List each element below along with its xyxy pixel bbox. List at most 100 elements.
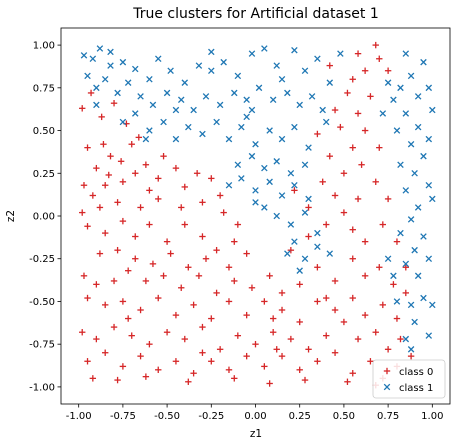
data-point-class-0 xyxy=(354,335,362,343)
data-point-class-0 xyxy=(208,315,215,322)
legend: class 0 class 1 xyxy=(372,359,446,399)
y-axis-label: z2 xyxy=(5,210,17,222)
data-point-class-0 xyxy=(269,329,277,336)
data-point-class-0 xyxy=(372,41,379,49)
data-point-class-0 xyxy=(319,178,326,186)
data-point-class-0 xyxy=(278,306,286,314)
data-point-class-1 xyxy=(84,72,91,80)
data-point-class-1 xyxy=(291,46,298,54)
data-point-class-0 xyxy=(349,294,356,302)
data-point-class-0 xyxy=(243,311,250,319)
data-point-class-1 xyxy=(146,127,153,134)
data-point-class-0 xyxy=(379,301,387,309)
data-point-class-0 xyxy=(305,204,312,211)
data-point-class-0 xyxy=(199,233,206,240)
data-point-class-1 xyxy=(411,170,418,177)
data-point-class-0 xyxy=(340,209,348,216)
data-point-class-1 xyxy=(379,110,387,117)
data-point-class-1 xyxy=(278,76,286,83)
data-point-class-0 xyxy=(384,195,392,203)
data-point-class-1 xyxy=(402,187,410,194)
y-axis: -1.00 -0.75 -0.50 -0.25 0.00 0.25 0.50 0.75 1.00 xyxy=(29,41,61,393)
data-point-class-0 xyxy=(102,182,109,189)
data-point-class-0 xyxy=(372,329,379,336)
data-point-class-1 xyxy=(393,127,401,134)
data-point-class-0 xyxy=(361,238,369,245)
data-point-class-1 xyxy=(225,135,233,143)
data-point-class-0 xyxy=(163,329,171,336)
data-point-class-0 xyxy=(225,366,233,374)
data-point-class-0 xyxy=(160,272,167,280)
data-point-class-0 xyxy=(190,370,197,377)
data-point-class-0 xyxy=(361,311,369,319)
data-point-class-0 xyxy=(84,223,91,230)
data-point-class-1 xyxy=(208,48,215,56)
data-point-class-0 xyxy=(278,352,286,360)
legend-box xyxy=(372,359,446,399)
data-point-class-0 xyxy=(137,204,144,211)
data-point-class-0 xyxy=(367,93,374,100)
data-point-class-1 xyxy=(296,101,303,109)
data-point-class-0 xyxy=(79,105,86,112)
data-point-class-0 xyxy=(358,161,365,168)
data-point-class-0 xyxy=(266,380,273,387)
data-point-class-0 xyxy=(354,50,362,57)
data-point-class-1 xyxy=(167,67,174,74)
data-point-class-0 xyxy=(376,264,383,271)
data-point-class-1 xyxy=(414,204,422,211)
data-point-class-1 xyxy=(314,55,321,63)
data-point-class-0 xyxy=(243,250,250,257)
data-point-class-1 xyxy=(393,298,401,305)
data-point-class-1 xyxy=(238,175,245,182)
data-point-class-1 xyxy=(248,152,256,160)
data-point-class-1 xyxy=(296,267,303,274)
data-point-class-0 xyxy=(393,238,401,245)
data-point-class-0 xyxy=(84,294,91,302)
data-point-class-0 xyxy=(349,76,356,83)
data-point-class-0 xyxy=(142,373,150,380)
data-point-class-0 xyxy=(231,277,238,285)
data-point-class-0 xyxy=(287,246,295,254)
x-tick-label: -0.75 xyxy=(110,411,136,422)
data-point-class-0 xyxy=(80,272,88,280)
data-point-class-1 xyxy=(425,332,433,339)
data-point-class-0 xyxy=(142,277,150,285)
data-point-class-0 xyxy=(248,284,256,291)
data-point-class-0 xyxy=(376,144,383,151)
data-point-class-0 xyxy=(98,113,105,121)
data-point-class-0 xyxy=(349,226,356,233)
data-point-class-1 xyxy=(252,199,259,206)
data-point-class-1 xyxy=(326,79,334,86)
data-point-class-1 xyxy=(163,89,171,97)
legend-plus-icon xyxy=(383,367,391,375)
x-tick-label: -0.50 xyxy=(154,411,180,422)
data-point-class-0 xyxy=(181,221,188,228)
data-point-class-0 xyxy=(208,358,215,365)
data-point-class-1 xyxy=(420,58,427,66)
data-point-class-0 xyxy=(216,192,224,199)
x-axis-label: z1 xyxy=(250,428,262,440)
data-point-class-0 xyxy=(132,170,139,177)
data-point-class-0 xyxy=(243,352,250,360)
data-point-class-0 xyxy=(372,178,379,186)
data-point-class-0 xyxy=(178,204,185,211)
data-point-class-0 xyxy=(102,301,109,309)
data-point-class-0 xyxy=(216,346,224,353)
data-point-class-0 xyxy=(331,192,339,199)
data-point-class-0 xyxy=(291,187,298,194)
data-point-class-1 xyxy=(269,96,277,104)
data-point-class-0 xyxy=(93,164,100,172)
data-point-class-0 xyxy=(314,264,321,271)
plot-points xyxy=(79,41,436,389)
data-point-class-0 xyxy=(167,250,174,257)
data-point-class-0 xyxy=(93,335,100,343)
data-point-class-0 xyxy=(89,192,97,199)
data-point-class-1 xyxy=(124,79,132,86)
data-point-class-1 xyxy=(414,93,422,100)
data-point-class-1 xyxy=(80,52,88,59)
data-point-class-1 xyxy=(101,76,109,83)
data-point-class-0 xyxy=(323,294,330,302)
data-point-class-0 xyxy=(225,298,233,305)
data-point-class-1 xyxy=(301,161,309,168)
